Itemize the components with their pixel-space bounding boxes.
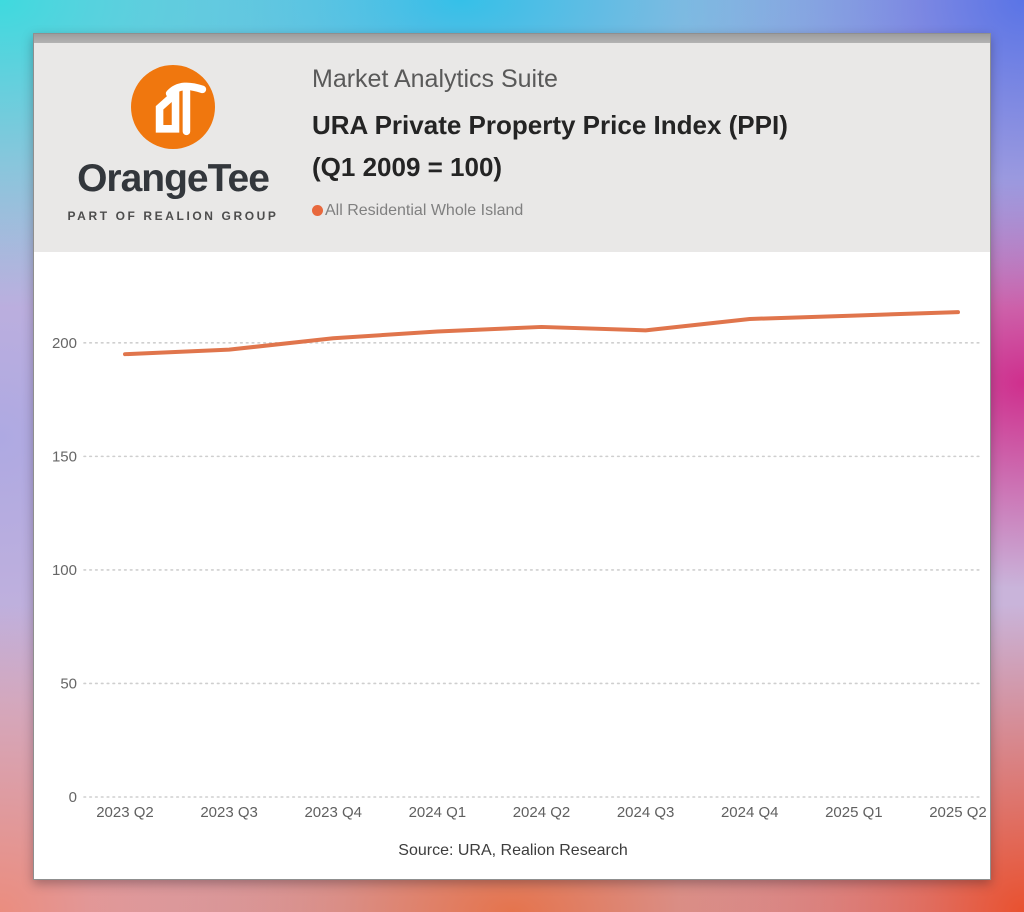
chart-title-line2: (Q1 2009 = 100) bbox=[312, 151, 503, 182]
orangetee-logo-icon bbox=[131, 65, 215, 149]
legend-series-dot-icon bbox=[312, 205, 323, 216]
analytics-report-card: OrangeTee PART OF REALION GROUP Market A… bbox=[33, 33, 991, 880]
window-title-bar bbox=[34, 34, 990, 43]
chart-legend: All Residential Whole Island bbox=[312, 202, 788, 220]
x-axis-tick-label: 2025 Q1 bbox=[825, 804, 883, 821]
report-header: OrangeTee PART OF REALION GROUP Market A… bbox=[34, 43, 990, 252]
legend-series-label: All Residential Whole Island bbox=[325, 201, 524, 219]
y-axis-tick-label: 150 bbox=[52, 448, 77, 465]
chart-title-line1: URA Private Property Price Index (PPI) bbox=[312, 109, 788, 140]
chart-area: 0 50 100 150 200 2023 Q2 2023 Q3 2023 Q4 2024 Q1… bbox=[34, 252, 991, 880]
chart-title: URA Private Property Price Index (PPI) (… bbox=[312, 104, 788, 188]
source-note: Source: URA, Realion Research bbox=[398, 842, 628, 859]
x-axis-tick-label: 2023 Q2 bbox=[96, 804, 154, 821]
x-axis-tick-label: 2024 Q4 bbox=[721, 804, 779, 821]
titles-block: Market Analytics Suite URA Private Prope… bbox=[312, 43, 788, 220]
x-axis-tick-label: 2023 Q4 bbox=[304, 804, 362, 821]
ppi-line-chart[interactable]: 0 50 100 150 200 2023 Q2 2023 Q3 2023 Q4 2024 Q1… bbox=[34, 252, 991, 880]
series-line-all-residential-whole-island[interactable] bbox=[123, 310, 960, 357]
x-axis-tick-label: 2025 Q2 bbox=[929, 804, 987, 821]
y-axis-tick-label: 100 bbox=[52, 562, 77, 579]
brand-tagline: PART OF REALION GROUP bbox=[67, 208, 279, 223]
y-axis-tick-label: 50 bbox=[60, 675, 77, 692]
x-axis-tick-label: 2024 Q1 bbox=[409, 804, 467, 821]
brand-block: OrangeTee PART OF REALION GROUP bbox=[34, 43, 312, 223]
x-axis-tick-label: 2023 Q3 bbox=[200, 804, 258, 821]
brand-wordmark: OrangeTee bbox=[77, 157, 270, 200]
y-axis-tick-label: 0 bbox=[69, 789, 77, 806]
x-axis-tick-label: 2024 Q3 bbox=[617, 804, 675, 821]
suite-title: Market Analytics Suite bbox=[312, 65, 558, 93]
x-axis-tick-label: 2024 Q2 bbox=[513, 804, 571, 821]
y-axis-tick-label: 200 bbox=[52, 335, 77, 352]
